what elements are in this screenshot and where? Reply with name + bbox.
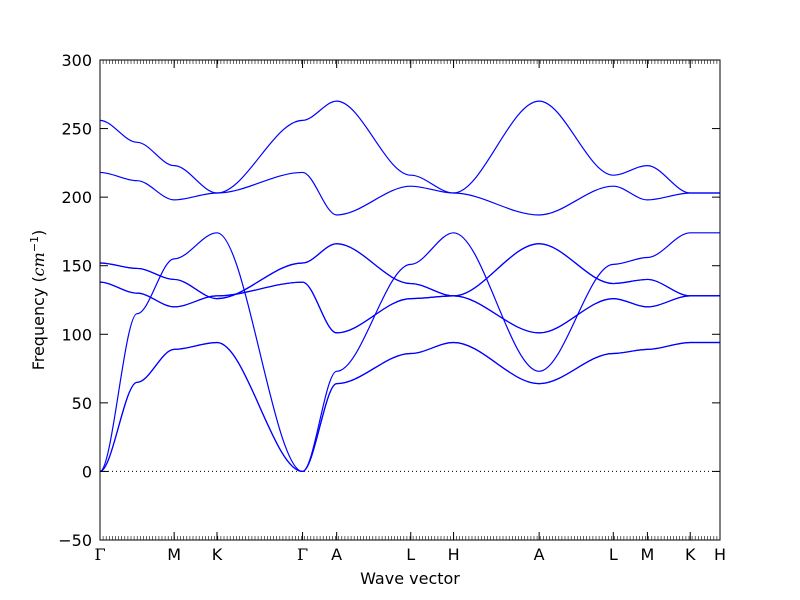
y-tick-label: 150 bbox=[61, 257, 92, 276]
y-axis-label-unit: cm bbox=[29, 252, 48, 276]
dispersion-branch-7 bbox=[99, 243, 720, 300]
x-tick-label: M bbox=[167, 545, 181, 564]
y-tick-label: −50 bbox=[58, 531, 92, 550]
series-layer bbox=[99, 100, 720, 473]
y-axis-label-main: Frequency ( bbox=[29, 276, 48, 370]
y-tick-labels: −50 0 50 100 150 200 250 300 bbox=[58, 51, 92, 550]
x-tick-label: A bbox=[534, 545, 545, 564]
x-tick-label: K bbox=[685, 545, 696, 564]
plot-frame bbox=[99, 59, 721, 541]
x-tick-label: L bbox=[609, 545, 618, 564]
y-tick-label: 250 bbox=[61, 120, 92, 139]
x-tick-label: Γ bbox=[94, 545, 105, 564]
x-axis-label: Wave vector bbox=[360, 569, 460, 588]
y-axis-label-exponent: −1 bbox=[28, 236, 41, 252]
y-tick-label: 50 bbox=[72, 394, 92, 413]
y-tick-label: 200 bbox=[61, 188, 92, 207]
x-tick-label: L bbox=[406, 545, 415, 564]
dispersion-branch-8 bbox=[99, 171, 720, 216]
dispersion-branch-3 bbox=[99, 232, 720, 473]
y-tick-label: 0 bbox=[82, 462, 92, 481]
y-axis-label: Frequency (cm−1) bbox=[28, 230, 48, 371]
x-tick-label: K bbox=[212, 545, 223, 564]
y-axis-label-close: ) bbox=[29, 230, 48, 236]
y-tick-label: 300 bbox=[61, 51, 92, 70]
x-tick-label: A bbox=[331, 545, 342, 564]
x-tick-label: H bbox=[448, 545, 460, 564]
x-tick-label: H bbox=[714, 545, 726, 564]
y-tick-label: 100 bbox=[61, 325, 92, 344]
x-tick-label: M bbox=[640, 545, 654, 564]
dispersion-branch-5 bbox=[99, 281, 720, 334]
dispersion-branch-2 bbox=[99, 341, 720, 473]
x-tick-label: Γ bbox=[297, 545, 308, 564]
dispersion-branch-9 bbox=[99, 100, 720, 194]
